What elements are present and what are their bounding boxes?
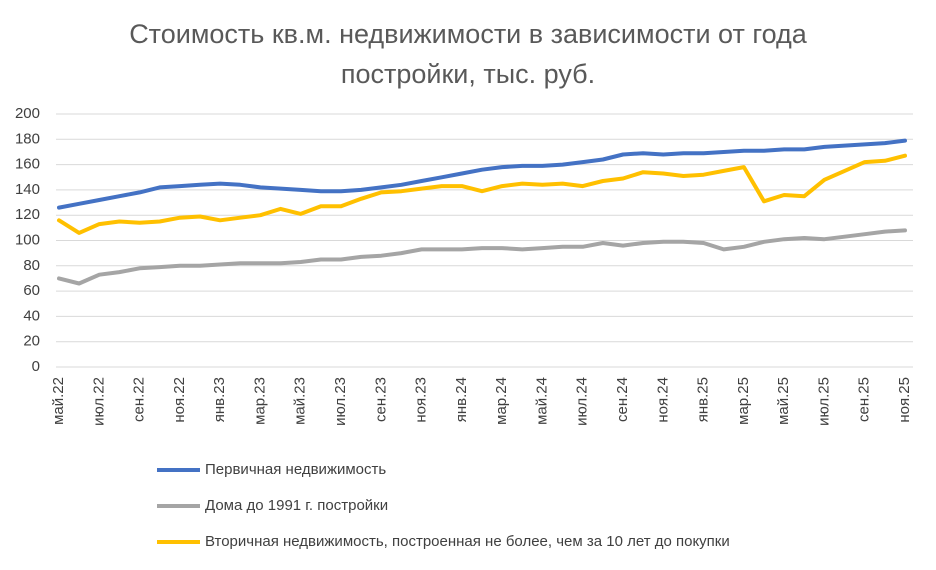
y-tick-label: 100 [15,231,40,248]
x-tick-label: май.22 [50,377,67,425]
legend-label: Вторичная недвижимость, построенная не б… [205,533,730,550]
x-tick-label: ноя.25 [896,377,913,423]
x-tick-label: мар.25 [735,377,752,425]
x-tick-label: мар.23 [251,377,268,425]
y-tick-label: 0 [32,358,40,375]
x-tick-label: мар.24 [493,377,510,425]
y-tick-label: 80 [23,257,40,274]
x-tick-label: янв.25 [695,377,712,422]
legend-label: Первичная недвижимость [205,461,386,478]
x-tick-label: ноя.23 [413,377,430,423]
y-tick-label: 20 [23,333,40,350]
x-tick-label: сен.22 [131,377,148,422]
y-tick-label: 200 [15,105,40,122]
y-tick-label: 140 [15,181,40,198]
x-tick-label: янв.23 [211,377,228,422]
legend-label: Дома до 1991 г. постройки [205,497,388,514]
x-tick-label: ноя.24 [654,377,671,423]
x-tick-label: ноя.22 [171,377,188,423]
x-tick-label: янв.24 [453,377,470,422]
x-tick-label: сен.24 [614,377,631,422]
series-line [57,228,907,286]
x-tick-label: сен.23 [372,377,389,422]
x-tick-label: май.23 [292,377,309,425]
series-line [57,138,907,210]
x-tick-label: июл.25 [815,377,832,426]
y-tick-label: 40 [23,307,40,324]
x-tick-label: май.24 [533,377,550,425]
series-line [57,153,907,235]
y-tick-label: 60 [23,282,40,299]
x-tick-label: сен.25 [856,377,873,422]
y-tick-label: 180 [15,130,40,147]
chart-title: Стоимость кв.м. недвижимости в зависимос… [129,19,807,89]
x-tick-label: июл.23 [332,377,349,426]
y-tick-label: 160 [15,156,40,173]
x-tick-label: июл.22 [90,377,107,426]
y-tick-label: 120 [15,206,40,223]
x-tick-label: июл.24 [574,377,591,426]
x-tick-label: май.25 [775,377,792,425]
